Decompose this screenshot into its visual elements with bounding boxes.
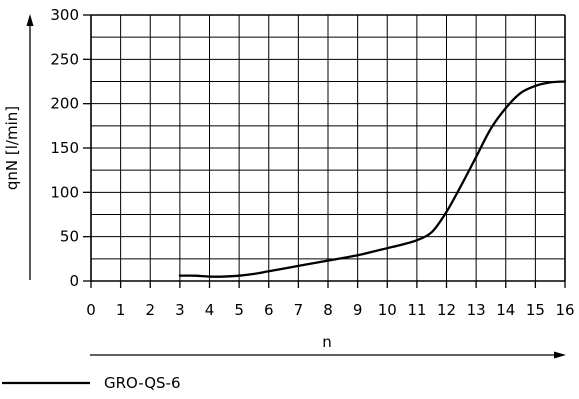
x-axis-arrow <box>90 351 566 359</box>
y-tick-label: 300 <box>50 6 79 24</box>
y-tick-label: 250 <box>50 50 79 68</box>
legend-label: GRO-QS-6 <box>104 374 181 392</box>
x-tick-label: 13 <box>467 301 486 319</box>
y-axis-arrow <box>26 14 34 280</box>
x-tick-label: 14 <box>496 301 515 319</box>
grid <box>90 14 566 282</box>
x-tick-label: 1 <box>116 301 126 319</box>
x-tick-label: 9 <box>353 301 363 319</box>
x-axis-title: n <box>322 333 332 351</box>
x-tick-label: 12 <box>437 301 456 319</box>
x-tick-label: 10 <box>378 301 397 319</box>
x-tick-label: 16 <box>555 301 574 319</box>
x-tick-label: 2 <box>145 301 155 319</box>
x-tick-label: 3 <box>175 301 185 319</box>
x-tick-label: 6 <box>264 301 274 319</box>
y-tick-label: 50 <box>60 228 79 246</box>
x-tick-labels: 0 1 2 3 4 5 6 7 8 9 10 11 12 13 14 15 16 <box>86 281 575 319</box>
y-tick-label: 200 <box>50 95 79 113</box>
series-layer <box>178 80 567 278</box>
y-tick-labels: 0 50 100 150 200 250 300 <box>50 6 91 290</box>
x-tick-label: 15 <box>526 301 545 319</box>
x-tick-label: 5 <box>234 301 244 319</box>
y-tick-label: 0 <box>69 272 79 290</box>
y-tick-label: 150 <box>50 139 79 157</box>
y-axis-title: qnN [l/min] <box>3 106 21 190</box>
x-tick-label: 4 <box>205 301 215 319</box>
x-tick-label: 11 <box>407 301 426 319</box>
y-tick-label: 100 <box>50 183 79 201</box>
legend: GRO-QS-6 <box>2 374 181 392</box>
x-tick-label: 0 <box>86 301 96 319</box>
x-tick-label: 8 <box>323 301 333 319</box>
x-tick-label: 7 <box>294 301 304 319</box>
series-line-0 <box>178 80 567 278</box>
